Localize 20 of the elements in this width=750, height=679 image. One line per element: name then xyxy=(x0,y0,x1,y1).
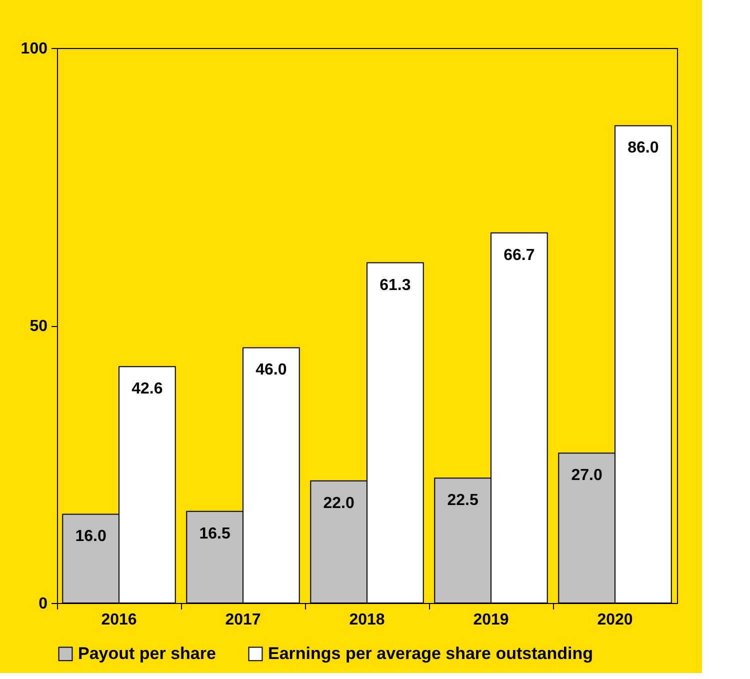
data-label: 46.0 xyxy=(256,362,287,379)
data-label: 61.3 xyxy=(380,276,411,294)
data-label: 66.7 xyxy=(504,246,535,264)
data-label: 42.6 xyxy=(132,380,163,398)
legend-label: Payout per share xyxy=(78,644,216,663)
x-tick-label: 2017 xyxy=(225,612,261,628)
data-label: 16.5 xyxy=(199,525,230,542)
data-label: 22.5 xyxy=(447,492,478,510)
y-tick-label: 100 xyxy=(20,40,48,58)
y-tick-label: 0 xyxy=(38,596,48,612)
x-tick-label: 2019 xyxy=(473,612,509,628)
data-label: 22.0 xyxy=(323,494,354,512)
x-tick-label: 2018 xyxy=(349,612,385,628)
x-tick-label: 2016 xyxy=(101,612,137,628)
x-tick-label: 2020 xyxy=(597,612,633,628)
data-label: 86.0 xyxy=(628,140,659,157)
data-label: 27.0 xyxy=(571,467,602,484)
y-tick-label: 50 xyxy=(30,318,48,335)
legend-label: Earnings per average share outstanding xyxy=(268,644,593,663)
data-label: 16.0 xyxy=(75,528,106,546)
